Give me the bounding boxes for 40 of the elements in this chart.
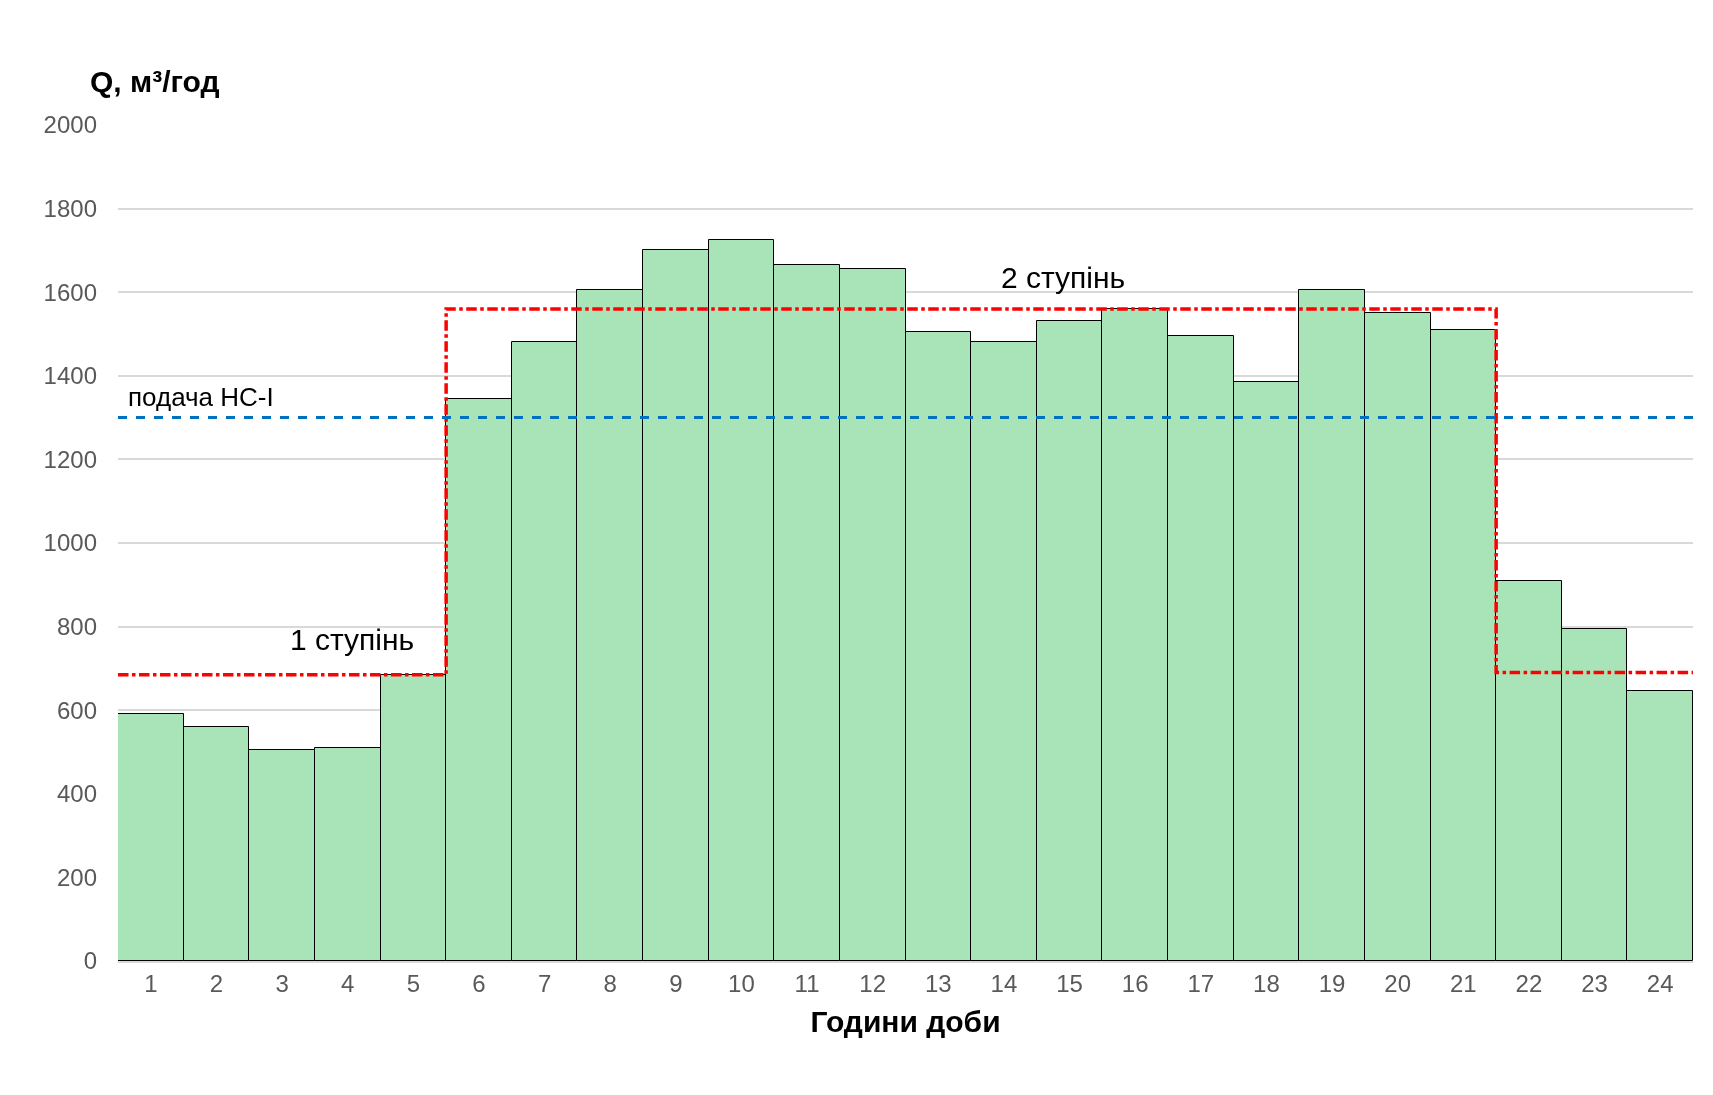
x-tick-label: 5 — [406, 969, 420, 997]
x-tick-label: 1 — [144, 969, 158, 997]
x-axis-title: Години доби — [810, 1004, 1001, 1038]
x-tick-label: 4 — [341, 969, 355, 997]
x-tick-label: 17 — [1187, 969, 1215, 997]
x-tick-label: 23 — [1581, 969, 1608, 997]
x-tick-label: 19 — [1318, 969, 1346, 997]
y-tick-label: 400 — [56, 780, 97, 808]
y-tick-label: 1200 — [43, 445, 97, 473]
x-tick-label: 8 — [603, 969, 617, 997]
y-tick-label: 2000 — [43, 111, 97, 139]
x-tick-label: 21 — [1449, 969, 1477, 997]
y-tick-label: 0 — [83, 947, 97, 975]
y-tick-label: 1400 — [43, 362, 97, 390]
x-tick-label: 10 — [728, 969, 755, 997]
x-tick-label: 24 — [1646, 969, 1674, 997]
x-tick-label: 15 — [1056, 969, 1083, 997]
y-tick-label: 1800 — [43, 195, 97, 222]
x-tick-label: 22 — [1515, 969, 1543, 997]
x-tick-label: 2 — [209, 969, 224, 997]
x-tick-label: 6 — [472, 969, 486, 997]
x-tick-label: 16 — [1121, 969, 1149, 997]
x-tick-label: 7 — [537, 969, 552, 997]
annotation: 1 ступінь — [290, 623, 415, 656]
y-tick-label: 1600 — [43, 278, 97, 306]
y-tick-label: 800 — [56, 613, 97, 640]
y-axis-title: Q, м³/год — [90, 65, 220, 98]
x-tick-label: 11 — [794, 969, 820, 997]
annotation: 2 ступінь — [1001, 261, 1126, 294]
y-tick-label: 200 — [56, 863, 97, 891]
y-tick-label: 1000 — [43, 529, 97, 557]
x-tick-label: 9 — [669, 969, 683, 997]
x-tick-label: 3 — [275, 969, 289, 997]
x-tick-label: 18 — [1253, 969, 1280, 997]
x-tick-label: 14 — [990, 969, 1018, 997]
x-tick-label: 13 — [924, 969, 952, 997]
ref-line-label: подача НС-І — [128, 382, 274, 412]
x-tick-label: 20 — [1384, 969, 1412, 997]
x-tick-label: 12 — [859, 969, 887, 997]
y-tick-label: 600 — [56, 696, 97, 724]
